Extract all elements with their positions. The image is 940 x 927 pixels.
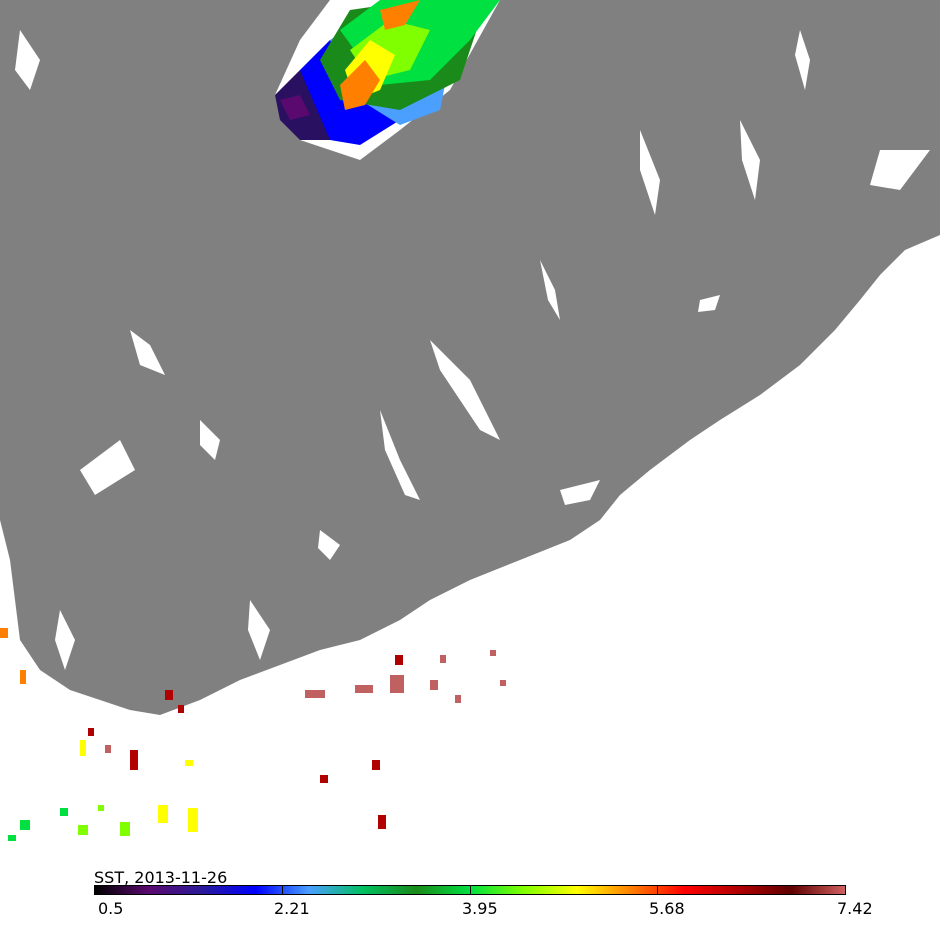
colorbar-tick-label: 5.68 [649, 899, 685, 918]
colorbar-tick [657, 885, 658, 895]
colorbar-title: SST, 2013-11-26 [94, 868, 228, 887]
sst-patch-north [275, 0, 500, 145]
colorbar-tick [470, 885, 471, 895]
colorbar-tick [282, 885, 283, 895]
colorbar-tick [94, 885, 95, 895]
land-mass [0, 0, 940, 715]
sst-map [0, 0, 940, 841]
colorbar-tick-label: 2.21 [274, 899, 310, 918]
colorbar-tick-label: 7.42 [837, 899, 873, 918]
lakes [15, 30, 930, 670]
sst-patches-sea [0, 628, 506, 841]
colorbar-tick [845, 885, 846, 895]
colorbar-tick-label: 0.5 [98, 899, 124, 918]
colorbar-tick-label: 3.95 [462, 899, 498, 918]
